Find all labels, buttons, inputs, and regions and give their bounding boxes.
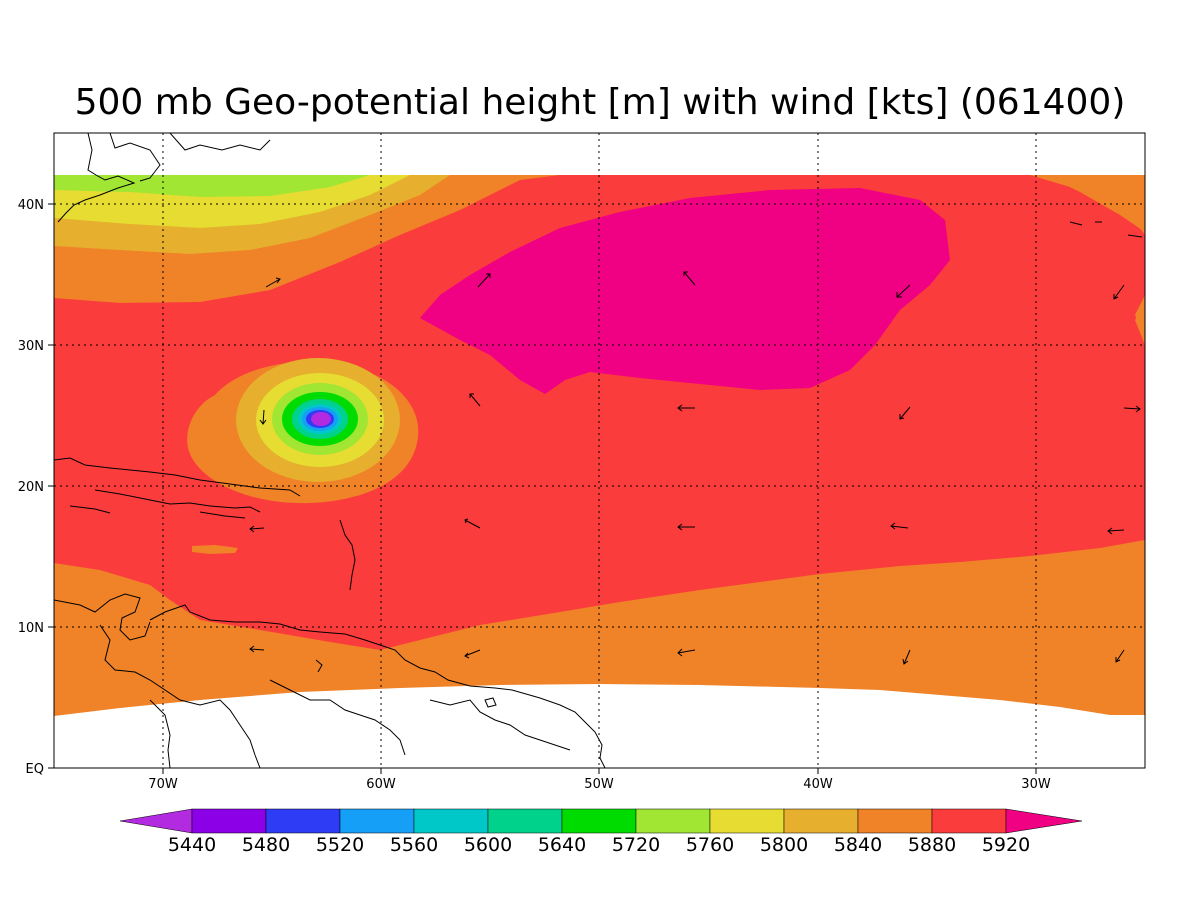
colorbar-label: 5640: [538, 834, 586, 856]
colorbar-swatch: [709, 808, 785, 834]
contour-5840-east: [1135, 295, 1145, 340]
wind-arrow: [896, 284, 911, 298]
wind-arrow: [249, 645, 265, 653]
wind-arrow: [469, 393, 481, 407]
colorbar-triangle-low: [119, 808, 193, 834]
wind-arrow: [1123, 405, 1141, 413]
wind-arrow: [464, 649, 481, 659]
tick-marks: [48, 203, 1037, 774]
colorbar-swatch: [265, 808, 341, 834]
colorbar-swatch: [783, 808, 859, 834]
colorbar-triangle-high: [1005, 808, 1083, 834]
wind-arrow: [1115, 649, 1125, 663]
colorbar-swatch: [635, 808, 711, 834]
y-tick-label: 40N: [18, 198, 44, 213]
colorbar-label: 5760: [686, 834, 734, 856]
colorbar-label: 5880: [908, 834, 956, 856]
colorbar-label: 5600: [464, 834, 512, 856]
colorbar-label: 5520: [316, 834, 364, 856]
colorbar-swatch: [191, 808, 267, 834]
y-tick-label: 10N: [18, 621, 44, 636]
colorbar: 5440 5480 5520 5560 5600 5640 5720 5760 5800 5840…: [119, 808, 1083, 856]
wind-arrow: [890, 522, 909, 530]
coastlines: [54, 133, 1143, 768]
wind-arrow: [677, 648, 696, 657]
y-tick-label: 30N: [18, 339, 44, 354]
contour-5840-small: [192, 545, 238, 554]
graticule: [54, 133, 1145, 768]
y-tick-label: 20N: [18, 480, 44, 495]
wind-vectors: [249, 271, 1141, 665]
y-tick-label: EQ: [26, 762, 44, 777]
x-tick-label: 30W: [1021, 777, 1051, 792]
colorbar-swatch: [931, 808, 1007, 834]
x-tick-label: 70W: [148, 777, 178, 792]
contour-5720-north: [54, 175, 370, 197]
colorbar-label: 5800: [760, 834, 808, 856]
x-tick-label: 50W: [584, 777, 614, 792]
colorbar-swatch: [487, 808, 563, 834]
wind-arrow: [899, 406, 911, 420]
colorbar-label: 5920: [982, 834, 1030, 856]
wind-arrow: [1113, 284, 1125, 300]
page-title: 500 mb Geo-potential height [m] with win…: [75, 82, 1126, 123]
wind-arrow: [477, 273, 491, 288]
wind-arrow: [677, 404, 695, 412]
wind-arrow: [464, 518, 481, 529]
colorbar-label: 5720: [612, 834, 660, 856]
wind-arrow: [249, 525, 265, 533]
x-tick-label: 40W: [803, 777, 833, 792]
wind-arrow: [683, 271, 696, 286]
wind-arrow: [265, 277, 281, 288]
contour-5920-high: [420, 188, 950, 394]
x-tick-label: 60W: [366, 777, 396, 792]
colorbar-swatch: [857, 808, 933, 834]
colorbar-swatch: [339, 808, 415, 834]
colorbar-swatch: [413, 808, 489, 834]
colorbar-label: 5840: [834, 834, 882, 856]
colorbar-label: 5560: [390, 834, 438, 856]
map-plot-area: [54, 133, 1145, 768]
colorbar-label: 5480: [242, 834, 290, 856]
contour-5840-northeast: [1045, 175, 1145, 232]
contour-5440-low: [311, 412, 331, 426]
wind-arrow: [259, 409, 267, 425]
wind-arrow: [1107, 527, 1125, 535]
wind-arrow: [677, 523, 695, 531]
colorbar-swatch: [561, 808, 637, 834]
wind-arrow: [902, 649, 911, 665]
colorbar-label: 5440: [168, 834, 216, 856]
